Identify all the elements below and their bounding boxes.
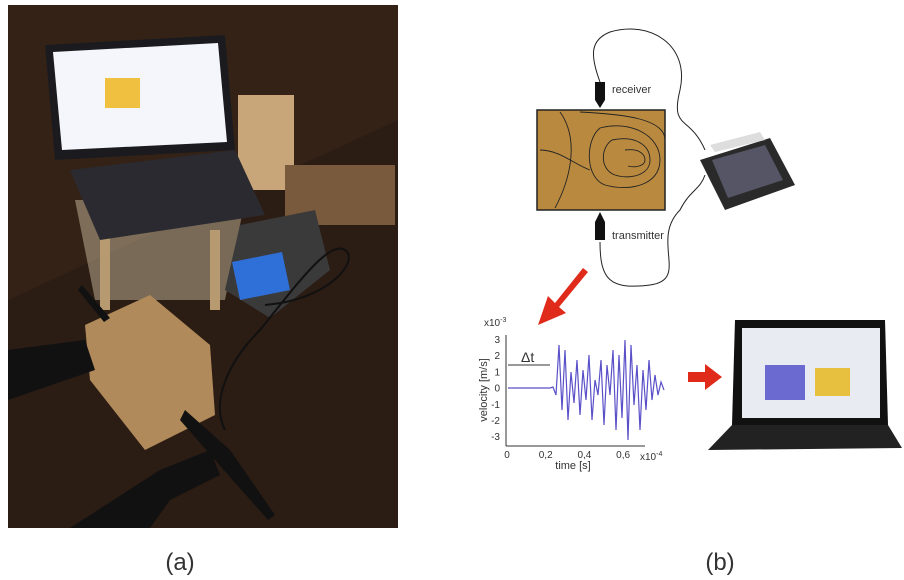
x-tick-label: 0,4 xyxy=(577,450,591,461)
panel-label: (a) xyxy=(165,549,194,576)
body: (a) receiver transmitter Δt x10-3 x10-4 … xyxy=(0,0,904,580)
screen-plot xyxy=(105,78,140,108)
x-tick-label: 0 xyxy=(504,450,510,461)
y-label: velocity [m/s] xyxy=(478,358,490,422)
x-label: time [s] xyxy=(555,460,590,472)
y-tick-label: 0 xyxy=(494,384,500,395)
arrow xyxy=(538,268,588,325)
figure: (a) receiver transmitter Δt x10-3 x10-4 … xyxy=(0,0,904,580)
stool-leg xyxy=(100,230,110,310)
y-tick-label: 1 xyxy=(494,367,500,378)
transmitter-sensor xyxy=(595,212,605,240)
wood-block xyxy=(537,110,665,210)
y-tick-label: 2 xyxy=(494,351,500,362)
x-multiplier: x10-4 xyxy=(640,451,662,463)
stool-leg xyxy=(210,230,220,310)
delta-t: Δt xyxy=(521,349,534,365)
transmitter-label: transmitter xyxy=(612,230,664,242)
y-tick-label: -2 xyxy=(491,416,500,427)
page: Figure {"panel_a": {"label": "(a)"}, "pa… xyxy=(0,0,904,580)
panel-label: (b) xyxy=(705,549,734,576)
y-tick-label: -3 xyxy=(491,432,500,443)
y-multiplier: x10-3 xyxy=(484,317,506,329)
waveform-chart: Δt x10-3 x10-4 time [s] velocity [m/s] 3… xyxy=(478,317,664,472)
y-tick-label: -1 xyxy=(491,400,500,411)
arrow xyxy=(688,364,722,390)
receiver-label: receiver xyxy=(612,84,651,96)
laptop-display xyxy=(742,328,880,418)
y-tick-label: 3 xyxy=(494,335,500,346)
laptop-base xyxy=(708,425,902,450)
y-tick-labels: 3 2 1 0 -1 -2 -3 xyxy=(491,335,500,443)
x-tick-label: 0,6 xyxy=(616,450,630,461)
photo xyxy=(8,5,398,528)
receiver-sensor xyxy=(595,82,605,108)
screen-plot xyxy=(765,365,805,400)
x-tick-label: 0,2 xyxy=(539,450,553,461)
screen-plot xyxy=(815,368,850,396)
